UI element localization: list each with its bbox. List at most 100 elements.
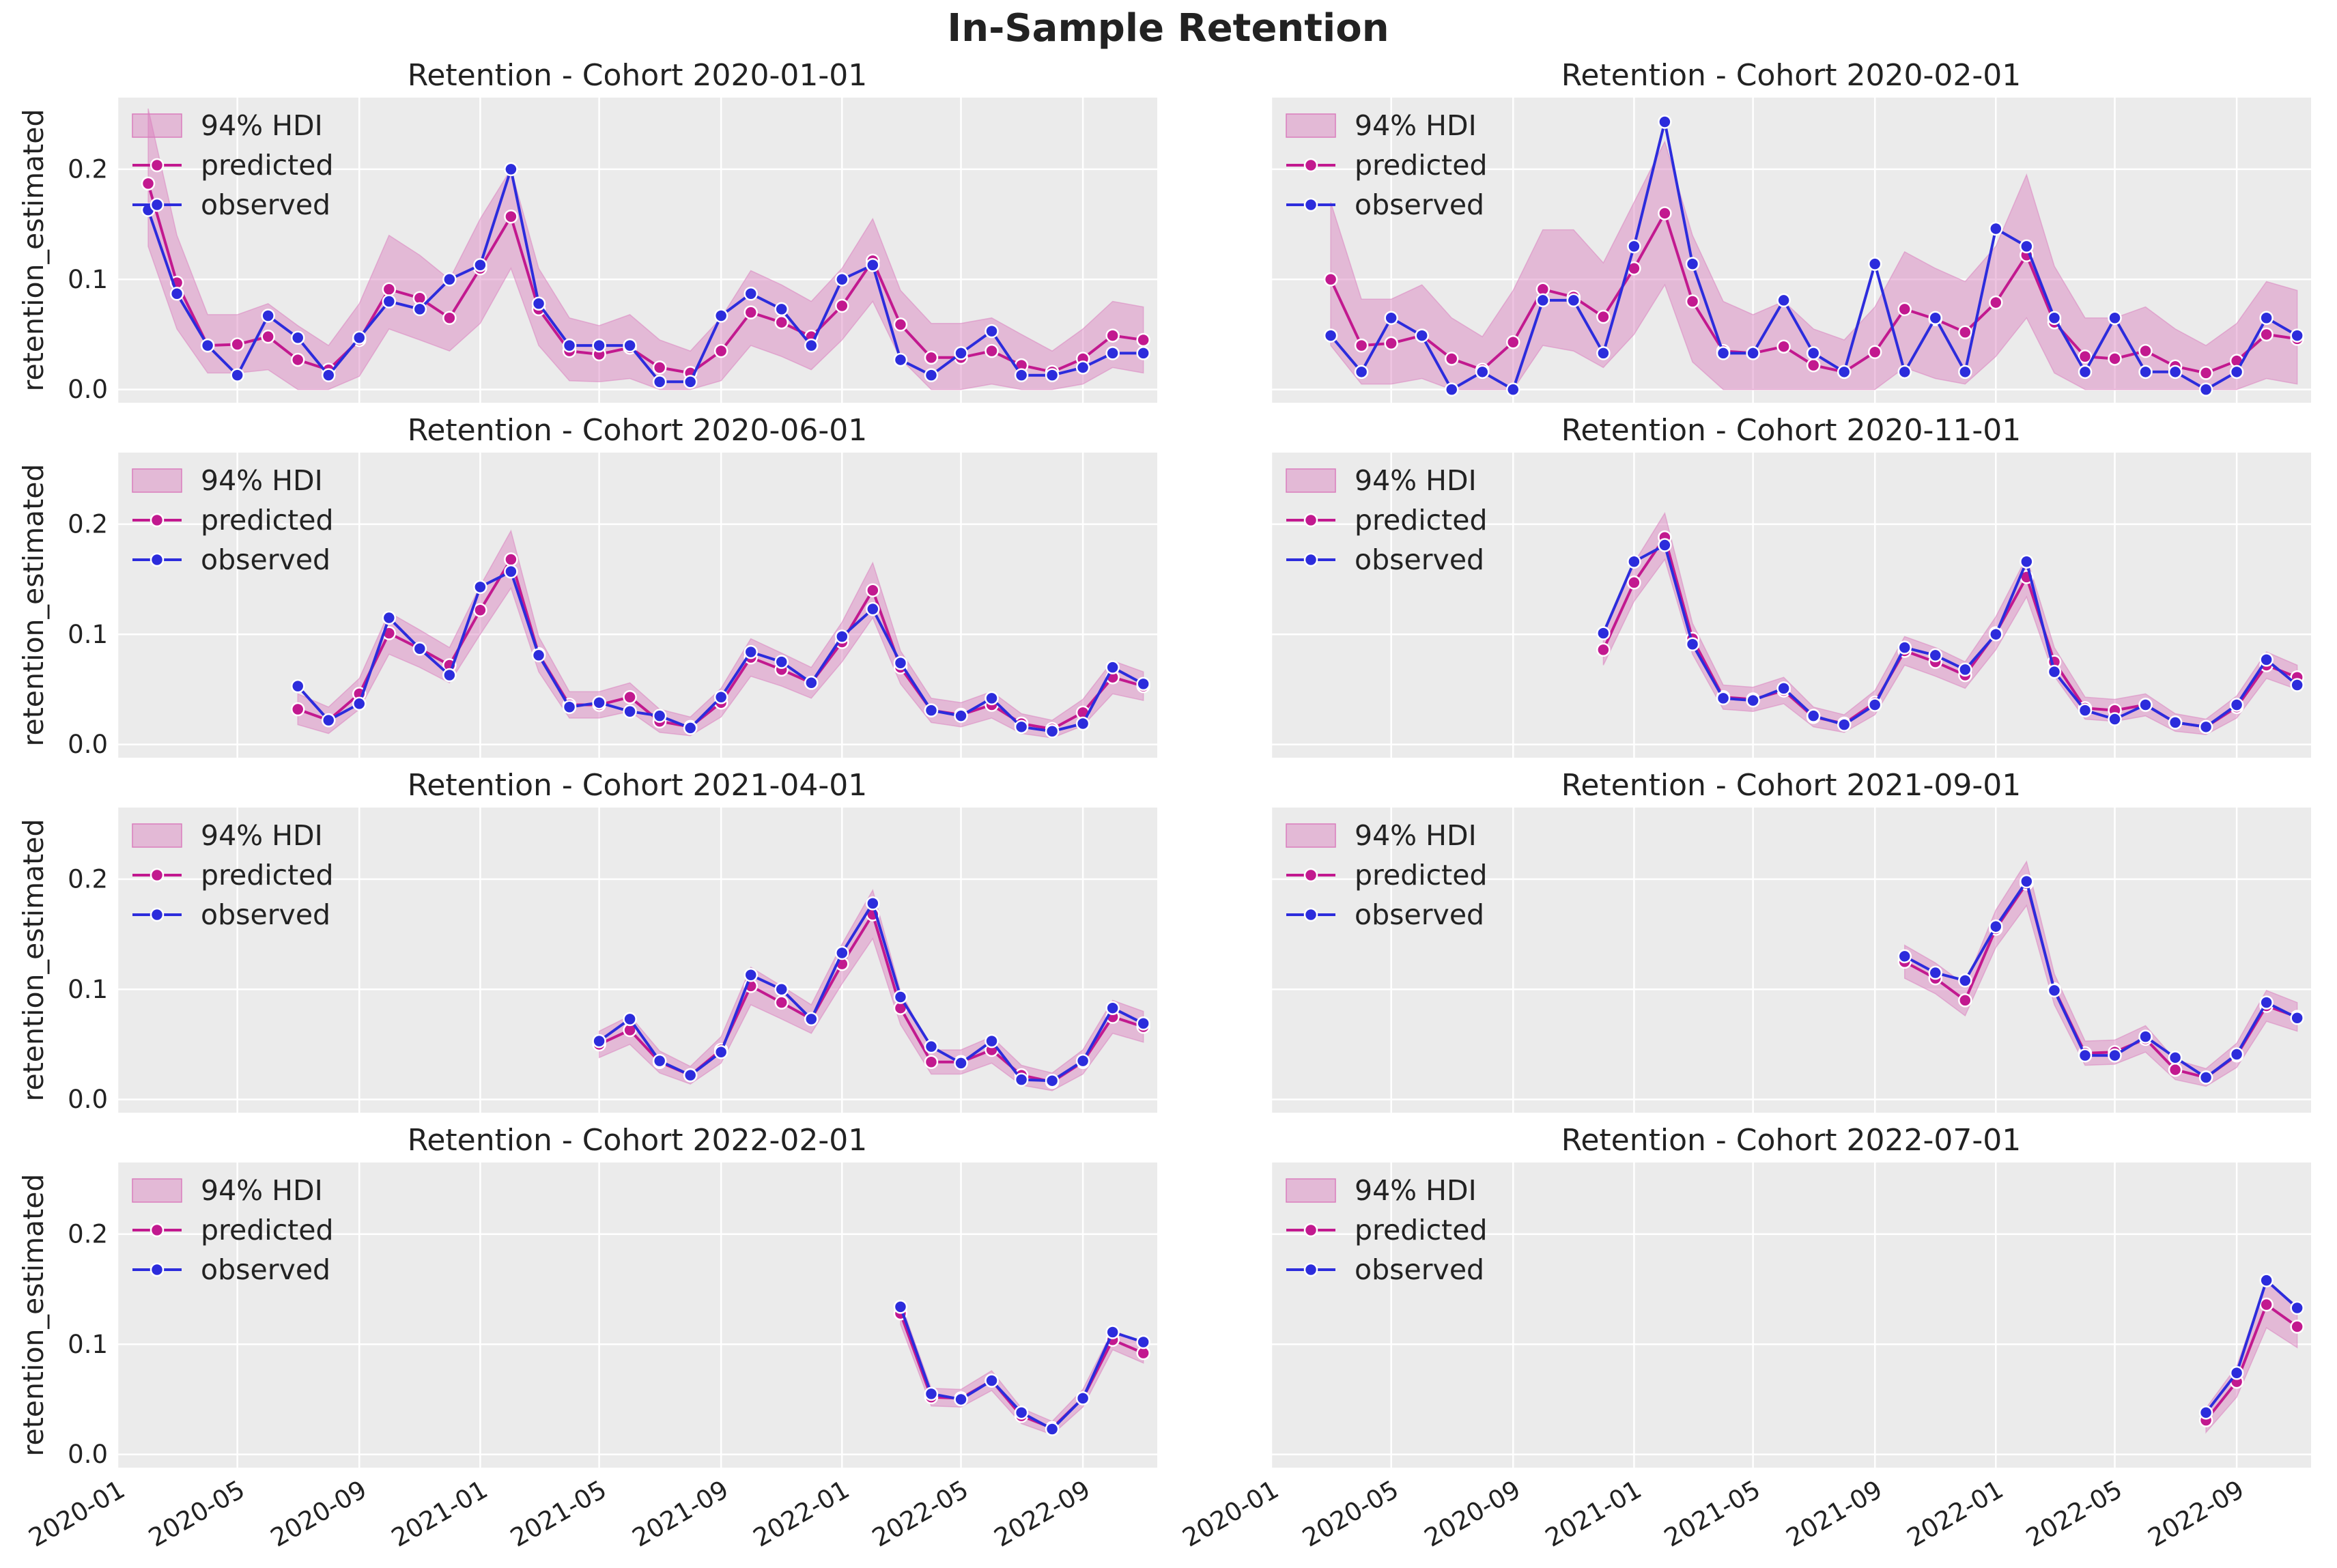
plot-area (117, 808, 1157, 1113)
predicted-point (1596, 642, 1611, 657)
observed-point (1444, 382, 1459, 397)
predicted-point (835, 298, 849, 313)
y-tick-label: 0.2 (68, 509, 108, 539)
legend-predicted-label: predicted (1355, 504, 1488, 537)
observed-point (985, 691, 999, 706)
observed-point (321, 368, 336, 382)
legend-predicted-marker (1303, 868, 1318, 883)
observed-point (562, 338, 577, 353)
panel-title: Retention - Cohort 2020-02-01 (1561, 58, 2022, 93)
legend-hdi-label: 94% HDI (1355, 1174, 1477, 1207)
figure-title: In-Sample Retention (947, 6, 1389, 51)
predicted-point (1384, 336, 1398, 351)
legend-observed-marker (150, 907, 165, 922)
observed-point (1075, 716, 1090, 731)
plot-area (1271, 808, 2311, 1113)
observed-point (1716, 691, 1731, 706)
predicted-point (442, 311, 457, 325)
panel-title: Retention - Cohort 2022-02-01 (408, 1123, 868, 1158)
predicted-point (866, 583, 880, 597)
observed-point (592, 696, 606, 710)
observed-point (1535, 293, 1550, 308)
legend-predicted-label: predicted (1355, 859, 1488, 892)
observed-point (743, 968, 758, 982)
observed-point (1627, 239, 1641, 254)
observed-point (652, 375, 667, 389)
legend-observed-label: observed (201, 1253, 330, 1286)
observed-point (2020, 239, 2034, 254)
observed-point (1136, 1335, 1150, 1350)
observed-point (1658, 538, 1672, 552)
observed-point (531, 648, 546, 663)
observed-point (382, 294, 397, 309)
y-axis-label: retention_estimated (17, 1174, 50, 1457)
predicted-point (1989, 295, 2003, 310)
observed-point (1989, 627, 2003, 642)
hdi-band (297, 529, 1144, 739)
observed-point (2078, 365, 2093, 380)
y-tick-label: 0.2 (68, 154, 108, 184)
predicted-point (893, 317, 908, 332)
legend-hdi-label: 94% HDI (1355, 109, 1477, 142)
observed-point (2168, 1051, 2183, 1065)
observed-point (2020, 874, 2034, 889)
observed-point (2047, 983, 2062, 998)
predicted-point (1444, 352, 1459, 366)
observed-point (2259, 995, 2274, 1010)
predicted-point (2290, 1320, 2304, 1334)
observed-point (866, 258, 880, 272)
predicted-point (1323, 272, 1338, 287)
legend-predicted-marker (150, 158, 165, 173)
predicted-point (2259, 1297, 2274, 1312)
plot-area (117, 1163, 1157, 1468)
legend-predicted-marker (150, 513, 165, 528)
y-tick-label: 0.0 (68, 375, 108, 404)
legend-observed-label: observed (1355, 1253, 1484, 1286)
observed-point (473, 580, 487, 595)
observed-point (1746, 693, 1760, 708)
legend-predicted-marker (150, 1223, 165, 1238)
observed-point (1958, 365, 1972, 380)
observed-point (1014, 1072, 1029, 1087)
observed-point (1928, 965, 1942, 980)
observed-point (2108, 712, 2122, 726)
legend-hdi-label: 94% HDI (201, 819, 323, 852)
predicted-point (261, 329, 275, 344)
observed-point (954, 1392, 968, 1407)
legend-observed-label: observed (201, 898, 330, 931)
observed-point (261, 309, 275, 323)
observed-point (1746, 346, 1760, 360)
observed-point (1045, 1073, 1060, 1088)
panel-title: Retention - Cohort 2020-06-01 (408, 413, 868, 448)
observed-point (652, 709, 667, 723)
observed-point (2229, 365, 2244, 380)
observed-point (1014, 368, 1029, 382)
observed-point (1136, 346, 1150, 360)
legend-hdi-label: 94% HDI (201, 109, 323, 142)
predicted-point (230, 337, 244, 352)
observed-point (1989, 920, 2003, 934)
observed-point (2138, 1029, 2153, 1044)
observed-point (2198, 1070, 2213, 1085)
legend-hdi-swatch (1286, 823, 1336, 848)
predicted-point (1897, 302, 1912, 317)
predicted-point (2078, 349, 2093, 364)
legend-observed-marker (1303, 552, 1318, 567)
observed-point (1415, 328, 1429, 343)
observed-point (169, 286, 184, 301)
observed-point (985, 324, 999, 339)
observed-point (290, 330, 305, 345)
y-tick-label: 0.1 (68, 265, 108, 294)
predicted-point (1506, 334, 1520, 350)
predicted-point (1958, 993, 1972, 1008)
predicted-point (290, 352, 305, 367)
observed-point (1867, 698, 1882, 712)
y-axis-label: retention_estimated (17, 109, 50, 392)
observed-point (531, 296, 546, 311)
predicted-point (1685, 294, 1700, 309)
observed-point (623, 704, 637, 719)
y-tick-label: 0.1 (68, 1330, 108, 1359)
observed-point (592, 338, 606, 353)
observed-point (1105, 1325, 1120, 1339)
predicted-point (2138, 343, 2153, 358)
